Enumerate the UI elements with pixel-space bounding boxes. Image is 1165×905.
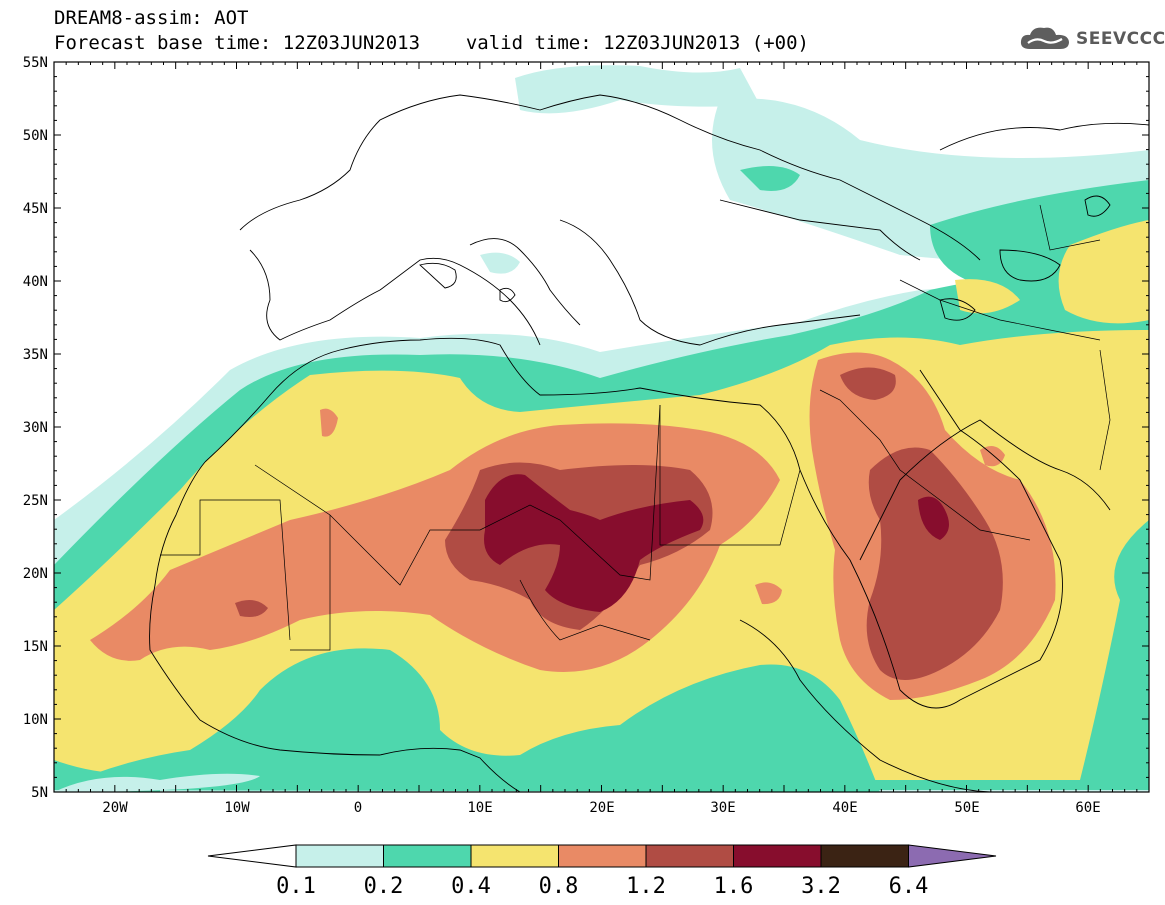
longitude-axis: 20W 10W 0 10E 20E 30E 40E 50E 60E xyxy=(53,62,1150,816)
colorbar-label-0.8: 0.8 xyxy=(539,874,579,899)
lat-label-25n: 25N xyxy=(23,493,48,509)
colorbar-seg-0.2-0.4 xyxy=(383,844,472,868)
lat-label-10n: 10N xyxy=(23,712,48,728)
lon-label-40e: 40E xyxy=(832,800,857,816)
lon-label-20w: 20W xyxy=(102,800,128,816)
lat-label-40n: 40N xyxy=(23,274,48,290)
colorbar-seg-1.2-1.6 xyxy=(645,844,734,868)
seevccc-logo: SEEVCCC xyxy=(1018,24,1165,54)
map-time-info: Forecast base time: 12Z03JUN2013 valid t… xyxy=(54,32,809,54)
lon-label-30e: 30E xyxy=(710,800,735,816)
aot-field xyxy=(54,62,1149,792)
colorbar-label-1.2: 1.2 xyxy=(626,874,666,899)
lat-label-15n: 15N xyxy=(23,639,48,655)
lon-label-50e: 50E xyxy=(954,800,979,816)
colorbar-label-3.2: 3.2 xyxy=(801,874,841,899)
colorbar-seg-1.6-3.2 xyxy=(733,844,822,868)
lon-label-60e: 60E xyxy=(1075,800,1100,816)
colorbar-seg-3.2-6.4 xyxy=(820,844,909,868)
colorbar-seg-0.8-1.2 xyxy=(558,844,647,868)
lon-label-20e: 20E xyxy=(589,800,614,816)
valid-time-label: valid time: 12Z03JUN2013 (+00) xyxy=(465,32,809,54)
lat-label-45n: 45N xyxy=(23,201,48,217)
colorbar-label-0.2: 0.2 xyxy=(364,874,404,899)
logo-text: SEEVCCC xyxy=(1076,29,1165,49)
base-time-label: Forecast base time: 12Z03JUN2013 xyxy=(54,32,421,54)
aot-contour-1.6-3.2 xyxy=(484,474,949,612)
colorbar-seg-below xyxy=(207,844,297,868)
lat-label-20n: 20N xyxy=(23,566,48,582)
aot-contour-0.1-0.2-south xyxy=(54,773,260,792)
lat-label-55n: 55N xyxy=(23,55,48,71)
aot-colorbar: 0.1 0.2 0.4 0.8 1.2 1.6 3.2 6.4 xyxy=(207,844,997,899)
colorbar-seg-0.1-0.2 xyxy=(295,844,384,868)
colorbar-label-0.4: 0.4 xyxy=(451,874,491,899)
colorbar-label-1.6: 1.6 xyxy=(714,874,754,899)
latitude-axis: 55N 50N 45N 40N 35N 30N 25N 20N 15N 10N … xyxy=(23,55,1149,801)
lon-label-10e: 10E xyxy=(467,800,492,816)
lat-label-5n: 5N xyxy=(31,785,48,801)
colorbar-seg-0.4-0.8 xyxy=(470,844,559,868)
coastlines xyxy=(149,94,1149,792)
lon-label-10w: 10W xyxy=(224,800,250,816)
lon-label-0: 0 xyxy=(354,800,362,816)
lat-label-30n: 30N xyxy=(23,420,48,436)
lat-label-35n: 35N xyxy=(23,347,48,363)
lat-label-50n: 50N xyxy=(23,128,48,144)
country-borders xyxy=(160,204,1111,651)
cloud-logo-icon xyxy=(1020,27,1069,49)
colorbar-label-0.1: 0.1 xyxy=(276,874,316,899)
colorbar-label-6.4: 6.4 xyxy=(889,874,929,899)
map-title: DREAM8-assim: AOT xyxy=(54,7,249,29)
colorbar-seg-above xyxy=(908,844,997,868)
